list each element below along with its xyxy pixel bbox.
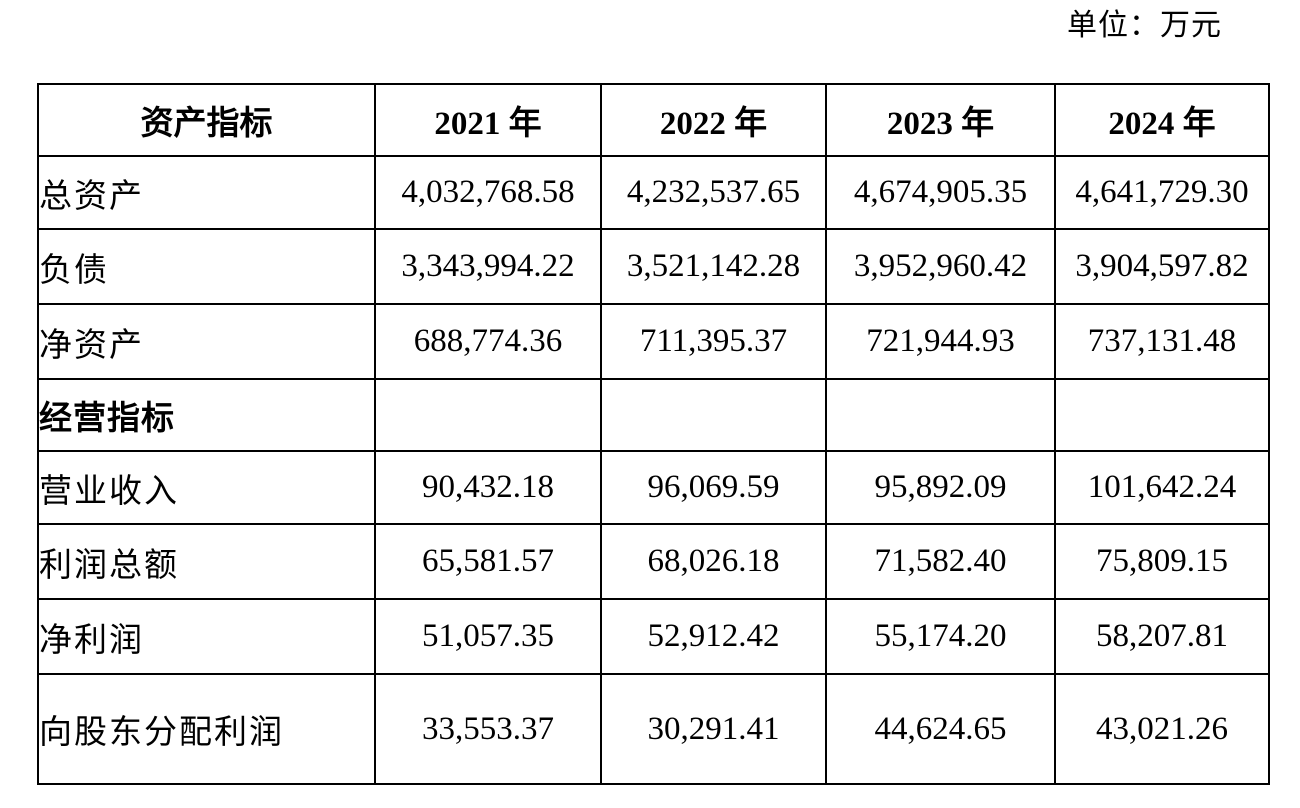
row-label: 利润总额 bbox=[37, 523, 376, 600]
table-row-operating-revenue: 营业收入 90,432.18 96,069.59 95,892.09 101,6… bbox=[37, 450, 1270, 525]
cell-value: 101,642.24 bbox=[1054, 450, 1270, 525]
cell-value: 96,069.59 bbox=[600, 450, 827, 525]
table-section-row-operating-indicators: 经营指标 bbox=[37, 378, 1270, 452]
row-label: 向股东分配利润 bbox=[37, 673, 376, 785]
cell-value: 68,026.18 bbox=[600, 523, 827, 600]
financial-indicators-table: 资产指标 2021 年 2022 年 2023 年 2024 年 总资产 4,0… bbox=[37, 83, 1270, 785]
table-row-net-profit: 净利润 51,057.35 52,912.42 55,174.20 58,207… bbox=[37, 598, 1270, 675]
section-label: 经营指标 bbox=[37, 378, 376, 452]
unit-label: 单位：万元 bbox=[1067, 9, 1222, 42]
row-label: 营业收入 bbox=[37, 450, 376, 525]
cell-value: 737,131.48 bbox=[1054, 303, 1270, 380]
cell-value: 44,624.65 bbox=[825, 673, 1056, 785]
cell-value: 30,291.41 bbox=[600, 673, 827, 785]
column-header-asset-indicator: 资产指标 bbox=[37, 83, 376, 157]
column-header-year-2021: 2021 年 bbox=[374, 83, 602, 157]
row-label: 总资产 bbox=[37, 155, 376, 230]
column-header-year-2024: 2024 年 bbox=[1054, 83, 1270, 157]
table-row-net-assets: 净资产 688,774.36 711,395.37 721,944.93 737… bbox=[37, 303, 1270, 380]
cell-value: 33,553.37 bbox=[374, 673, 602, 785]
table-row-total-profit: 利润总额 65,581.57 68,026.18 71,582.40 75,80… bbox=[37, 523, 1270, 600]
cell-value: 4,674,905.35 bbox=[825, 155, 1056, 230]
cell-value: 90,432.18 bbox=[374, 450, 602, 525]
cell-value: 55,174.20 bbox=[825, 598, 1056, 675]
row-label: 净资产 bbox=[37, 303, 376, 380]
row-label: 净利润 bbox=[37, 598, 376, 675]
cell-value: 58,207.81 bbox=[1054, 598, 1270, 675]
table-row-profit-distributed-to-shareholders: 向股东分配利润 33,553.37 30,291.41 44,624.65 43… bbox=[37, 673, 1270, 785]
cell-value: 3,952,960.42 bbox=[825, 228, 1056, 305]
cell-empty bbox=[600, 378, 827, 452]
cell-empty bbox=[825, 378, 1056, 452]
cell-value: 721,944.93 bbox=[825, 303, 1056, 380]
column-header-year-2023: 2023 年 bbox=[825, 83, 1056, 157]
cell-value: 52,912.42 bbox=[600, 598, 827, 675]
cell-empty bbox=[1054, 378, 1270, 452]
table-header-row: 资产指标 2021 年 2022 年 2023 年 2024 年 bbox=[37, 83, 1270, 157]
cell-value: 71,582.40 bbox=[825, 523, 1056, 600]
cell-value: 65,581.57 bbox=[374, 523, 602, 600]
cell-value: 75,809.15 bbox=[1054, 523, 1270, 600]
cell-value: 4,641,729.30 bbox=[1054, 155, 1270, 230]
cell-value: 3,343,994.22 bbox=[374, 228, 602, 305]
cell-value: 3,904,597.82 bbox=[1054, 228, 1270, 305]
cell-value: 43,021.26 bbox=[1054, 673, 1270, 785]
cell-value: 4,032,768.58 bbox=[374, 155, 602, 230]
cell-value: 95,892.09 bbox=[825, 450, 1056, 525]
table-row-liabilities: 负债 3,343,994.22 3,521,142.28 3,952,960.4… bbox=[37, 228, 1270, 305]
cell-value: 3,521,142.28 bbox=[600, 228, 827, 305]
cell-value: 711,395.37 bbox=[600, 303, 827, 380]
cell-value: 51,057.35 bbox=[374, 598, 602, 675]
cell-value: 4,232,537.65 bbox=[600, 155, 827, 230]
cell-empty bbox=[374, 378, 602, 452]
cell-value: 688,774.36 bbox=[374, 303, 602, 380]
table-row-total-assets: 总资产 4,032,768.58 4,232,537.65 4,674,905.… bbox=[37, 155, 1270, 230]
column-header-year-2022: 2022 年 bbox=[600, 83, 827, 157]
row-label: 负债 bbox=[37, 228, 376, 305]
